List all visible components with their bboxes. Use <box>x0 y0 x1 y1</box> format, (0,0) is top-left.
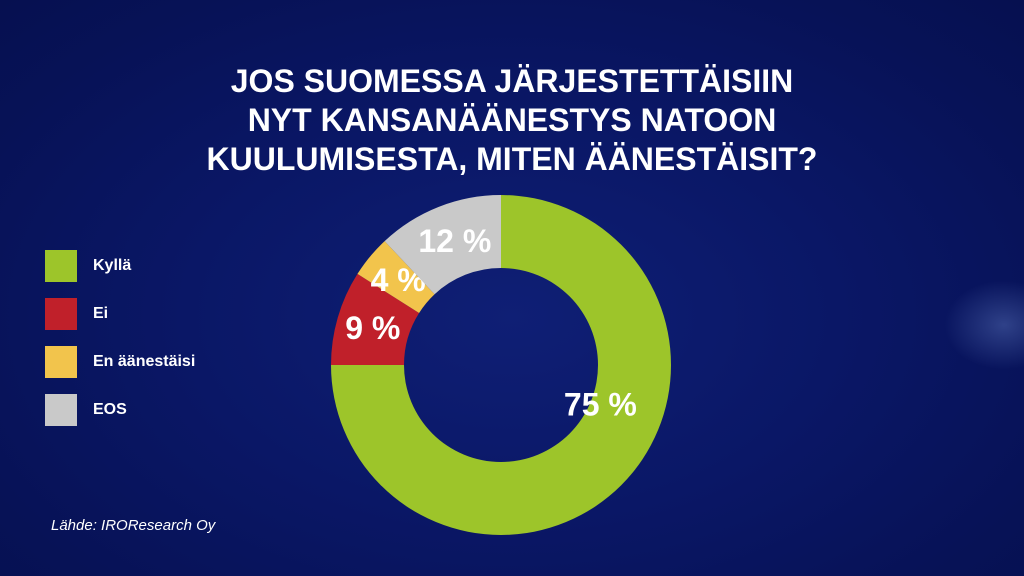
chart-title-line-3: KUULUMISESTA, MITEN ÄÄNESTÄISIT? <box>206 141 818 177</box>
donut-slice-eos <box>384 195 501 295</box>
chart-title-line-1: JOS SUOMESSA JÄRJESTETTÄISIIN <box>230 63 794 99</box>
donut-slice-kylla <box>331 195 671 535</box>
donut-slice-ei <box>331 273 420 365</box>
legend-swatch-eos <box>45 394 77 426</box>
legend-swatch-ei <box>45 298 77 330</box>
chart-legend: Kyllä Ei En äänestäisi EOS <box>45 250 195 442</box>
legend-item-kylla: Kyllä <box>45 250 195 282</box>
source-note: Lähde: IROResearch Oy <box>51 517 216 534</box>
donut-slice-en-aanestaisi <box>357 241 435 314</box>
slice-label-eos: 12 % <box>418 223 491 259</box>
slice-label-ei: 9 % <box>345 310 400 346</box>
legend-item-en-aanestaisi: En äänestäisi <box>45 346 195 378</box>
legend-item-ei: Ei <box>45 298 195 330</box>
legend-swatch-kylla <box>45 250 77 282</box>
legend-label-eos: EOS <box>93 401 127 418</box>
legend-item-eos: EOS <box>45 394 195 426</box>
legend-label-en-aanestaisi: En äänestäisi <box>93 353 196 370</box>
chart-title-line-2: NYT KANSANÄÄNESTYS NATOON <box>247 102 777 138</box>
legend-label-kylla: Kyllä <box>93 257 132 274</box>
chart-title: JOS SUOMESSA JÄRJESTETTÄISIIN NYT KANSAN… <box>0 62 1024 179</box>
legend-label-ei: Ei <box>93 305 109 322</box>
legend-swatch-en-aanestaisi <box>45 346 77 378</box>
slice-label-kylla: 75 % <box>564 386 637 422</box>
